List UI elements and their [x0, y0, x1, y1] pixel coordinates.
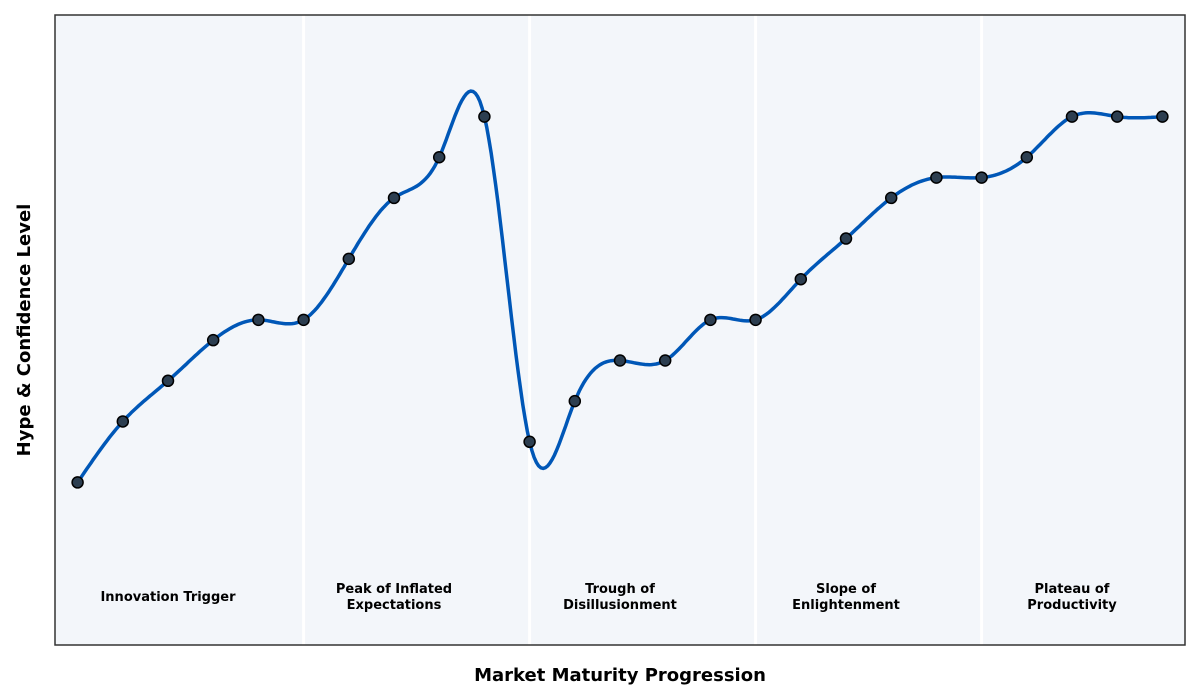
- data-point: [749, 313, 762, 327]
- data-point: [1156, 110, 1169, 123]
- data-point: [206, 333, 220, 347]
- phase-label: Plateau of: [1035, 582, 1110, 597]
- data-point: [613, 354, 627, 367]
- data-point: [884, 191, 898, 205]
- data-point: [568, 394, 582, 408]
- data-point: [297, 313, 310, 327]
- phase-label: Innovation Trigger: [100, 590, 236, 605]
- data-point: [794, 272, 808, 286]
- data-point: [116, 415, 130, 428]
- data-point: [658, 354, 672, 367]
- data-point: [252, 313, 265, 327]
- x-axis-label: Market Maturity Progression: [474, 665, 766, 686]
- data-point: [387, 191, 401, 205]
- phase-labels: Innovation Trigger Peak of InflatedExpect…: [100, 582, 1117, 613]
- data-point: [478, 110, 491, 123]
- data-point: [930, 171, 943, 184]
- data-point: [1065, 110, 1079, 123]
- data-point: [161, 374, 175, 388]
- data-points: [71, 110, 1169, 489]
- phase-boundaries: [302, 15, 984, 645]
- phase-label: Peak of Inflated: [336, 582, 452, 597]
- phase-label: Slope of: [816, 582, 876, 597]
- data-point: [523, 435, 536, 449]
- plot-frame: [54, 14, 1186, 646]
- data-point: [975, 171, 988, 184]
- phase-label: Productivity: [1027, 598, 1117, 613]
- data-point: [432, 151, 446, 164]
- data-point: [342, 252, 356, 266]
- phase-label: Disillusionment: [563, 598, 677, 613]
- data-point: [71, 476, 84, 489]
- phase-label: Enlightenment: [792, 598, 900, 613]
- data-point: [1110, 110, 1124, 123]
- phase-label: Expectations: [347, 598, 442, 613]
- phase-label: Trough of: [585, 582, 655, 597]
- data-point: [839, 232, 853, 245]
- y-axis-label: Hype & Confidence Level: [14, 204, 35, 457]
- plot-area: [55, 15, 1185, 645]
- data-point: [704, 313, 717, 327]
- data-point: [1020, 151, 1034, 164]
